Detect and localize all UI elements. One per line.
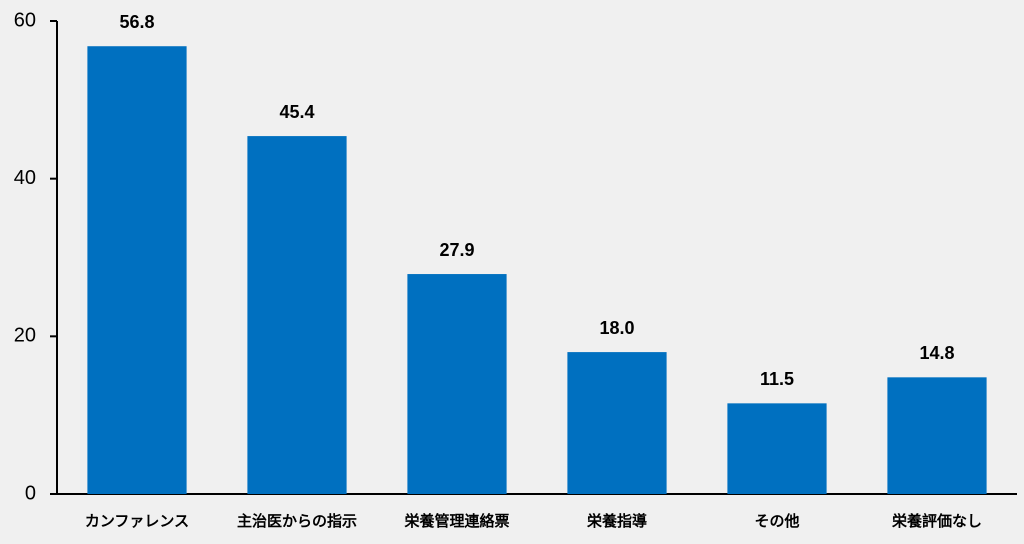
bar <box>887 377 987 494</box>
bar <box>407 274 507 494</box>
bar <box>727 403 827 494</box>
y-tick-label: 20 <box>14 325 36 347</box>
bar <box>87 46 187 495</box>
bar <box>567 352 667 494</box>
y-tick-label: 0 <box>25 482 36 504</box>
x-tick-label: カンファレンス <box>85 513 189 530</box>
bar <box>247 136 347 494</box>
x-tick-label: 栄養管理連絡票 <box>403 512 509 530</box>
value-label: 27.9 <box>439 240 474 260</box>
x-tick-label: 栄養評価なし <box>891 512 982 530</box>
value-label: 18.0 <box>599 318 634 338</box>
value-label: 45.4 <box>279 102 314 122</box>
y-tick-label: 40 <box>14 167 36 189</box>
value-label: 56.8 <box>119 12 154 32</box>
x-tick-label: 主治医からの指示 <box>237 512 357 530</box>
value-label: 11.5 <box>760 369 794 389</box>
y-tick-label: 60 <box>14 9 36 31</box>
x-tick-label: その他 <box>754 512 799 530</box>
x-tick-label: 栄養指導 <box>586 512 647 530</box>
value-label: 14.8 <box>919 343 954 363</box>
